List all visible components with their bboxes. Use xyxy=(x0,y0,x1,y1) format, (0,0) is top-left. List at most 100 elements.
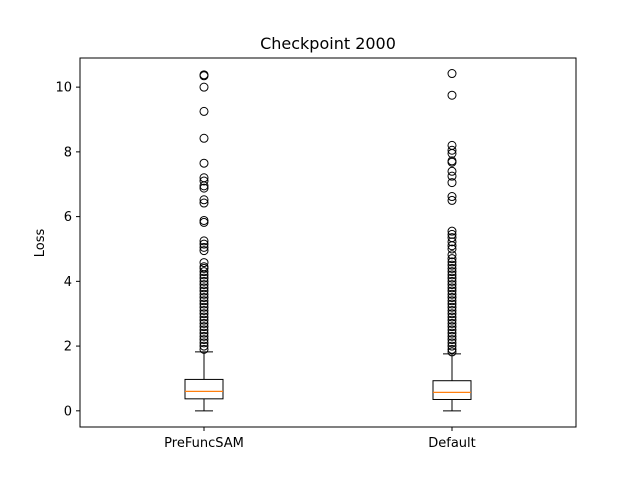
outlier-point xyxy=(199,309,209,319)
outlier-point xyxy=(199,176,209,186)
outlier-point xyxy=(447,286,457,296)
outlier-point xyxy=(199,341,209,351)
outlier-point xyxy=(447,341,457,351)
outlier-point xyxy=(447,145,457,155)
outlier-point xyxy=(199,296,209,306)
outlier-point xyxy=(447,338,457,348)
outlier-point xyxy=(199,289,209,299)
outlier-point xyxy=(447,166,457,176)
outlier-point xyxy=(447,140,457,150)
outlier-point xyxy=(447,289,457,299)
outlier-point xyxy=(447,254,457,264)
outlier-point xyxy=(447,296,457,306)
outlier-point xyxy=(447,315,457,325)
outlier-point xyxy=(199,325,209,335)
outlier-point xyxy=(199,198,209,208)
axes: 0 2 4 6 8 10 PreFuncSAM Default xyxy=(55,81,475,451)
outlier-point xyxy=(447,69,457,79)
outlier-point xyxy=(199,82,209,92)
outlier-point xyxy=(199,195,209,205)
outlier-point xyxy=(199,106,209,116)
outlier-point xyxy=(447,344,457,354)
outlier-point xyxy=(199,299,209,309)
outlier-point xyxy=(447,226,457,236)
outlier-point xyxy=(199,158,209,168)
outlier-point xyxy=(447,260,457,270)
box-default xyxy=(432,69,472,412)
y-tick-label: 10 xyxy=(55,81,72,96)
outliers xyxy=(447,69,457,357)
outlier-point xyxy=(199,293,209,303)
outlier-point xyxy=(447,257,457,267)
outlier-point xyxy=(199,181,209,191)
outlier-point xyxy=(199,328,209,338)
outlier-point xyxy=(447,305,457,315)
outlier-point xyxy=(199,276,209,286)
outlier-point xyxy=(199,335,209,345)
outlier-point xyxy=(447,347,457,357)
outlier-point xyxy=(199,267,209,277)
x-tick-label: PreFuncSAM xyxy=(164,436,244,451)
outlier-point xyxy=(447,90,457,100)
outlier-point xyxy=(447,250,457,260)
outlier-point xyxy=(447,157,457,167)
outlier-point xyxy=(447,318,457,328)
outlier-point xyxy=(199,283,209,293)
outlier-point xyxy=(447,331,457,341)
outlier-point xyxy=(447,335,457,345)
outlier-point xyxy=(447,302,457,312)
outlier-point xyxy=(447,241,457,251)
iqr-box xyxy=(432,380,472,400)
plot-area xyxy=(184,69,472,412)
outlier-point xyxy=(447,267,457,277)
outliers xyxy=(199,70,209,354)
box-prefuncsam xyxy=(184,70,224,412)
outlier-point xyxy=(199,258,209,268)
outlier-point xyxy=(447,192,457,202)
outlier-point xyxy=(199,236,209,246)
outlier-point xyxy=(199,280,209,290)
outlier-point xyxy=(199,338,209,348)
outlier-point xyxy=(447,244,457,254)
outlier-point xyxy=(447,280,457,290)
outlier-point xyxy=(447,237,457,247)
y-tick-label: 6 xyxy=(64,210,72,225)
axes-frame xyxy=(79,57,577,428)
outlier-point xyxy=(447,270,457,280)
outlier-point xyxy=(199,183,209,193)
outlier-point xyxy=(199,217,209,227)
outlier-point xyxy=(199,246,209,256)
outlier-point xyxy=(447,299,457,309)
outlier-point xyxy=(199,305,209,315)
y-axis-label: Loss xyxy=(33,229,48,258)
x-tick-label: Default xyxy=(428,436,476,451)
outlier-point xyxy=(447,273,457,283)
outlier-point xyxy=(447,148,457,158)
outlier-point xyxy=(199,242,209,252)
outlier-point xyxy=(199,133,209,143)
outlier-point xyxy=(199,215,209,225)
outlier-point xyxy=(447,229,457,239)
outlier-point xyxy=(199,273,209,283)
outlier-point xyxy=(199,239,209,249)
outlier-point xyxy=(447,276,457,286)
outlier-point xyxy=(447,263,457,273)
outlier-point xyxy=(447,195,457,205)
outlier-point xyxy=(199,302,209,312)
outlier-point xyxy=(447,283,457,293)
y-tick-label: 8 xyxy=(64,145,72,160)
outlier-point xyxy=(199,322,209,332)
outlier-point xyxy=(447,325,457,335)
outlier-point xyxy=(447,309,457,319)
outlier-point xyxy=(447,328,457,338)
outlier-point xyxy=(199,71,209,81)
outlier-point xyxy=(199,263,209,273)
outlier-point xyxy=(199,312,209,322)
iqr-box xyxy=(184,378,224,400)
outlier-point xyxy=(199,315,209,325)
outlier-point xyxy=(447,312,457,322)
outlier-point xyxy=(199,331,209,341)
outlier-point xyxy=(199,318,209,328)
outlier-point xyxy=(199,270,209,280)
